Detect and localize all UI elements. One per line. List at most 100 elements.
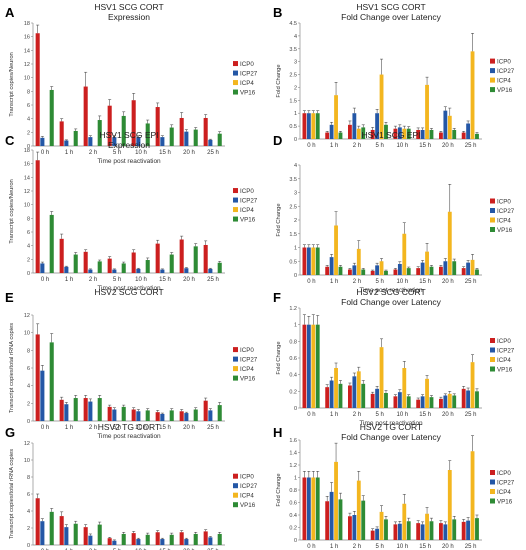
y-tick-label: 1 (294, 323, 297, 329)
bar-icp0 (302, 324, 307, 408)
panel-letter: F (273, 290, 281, 305)
x-axis-label: Time post reactivation (359, 287, 423, 294)
x-tick-label: 2 h (353, 544, 361, 550)
legend-label: VP16 (240, 90, 256, 97)
y-tick-label: 0 (294, 137, 297, 143)
bar-icp27 (112, 540, 117, 545)
bar-icp4 (447, 393, 452, 408)
y-tick-label: 2 (27, 257, 30, 263)
bar-vp16 (121, 263, 126, 273)
y-axis-label: Transcript copies/Neuron (9, 52, 15, 117)
legend-label: ICP0 (497, 470, 511, 477)
bar-icp0 (461, 388, 466, 408)
bar-icp27 (443, 261, 448, 275)
y-tick-label: 1.2 (289, 306, 297, 312)
bar-icp0 (155, 107, 160, 146)
legend-label: ICP4 (240, 493, 254, 500)
x-tick-label: 25 h (465, 544, 477, 550)
bar-icp27 (375, 113, 380, 139)
bar-vp16 (429, 521, 434, 540)
legend-label: ICP27 (497, 68, 515, 75)
y-tick-label: 2.5 (289, 73, 297, 79)
bar-icp27 (136, 411, 141, 421)
x-tick-label: 0 h (307, 544, 315, 550)
x-tick-label: 25 h (465, 279, 477, 285)
x-tick-label: 20 h (442, 412, 454, 418)
y-tick-label: 18 (24, 148, 30, 154)
y-tick-label: 4 (27, 117, 30, 123)
x-tick-label: 2 h (353, 279, 361, 285)
x-tick-label: 2 h (89, 277, 97, 283)
bar-icp0 (416, 268, 421, 275)
x-tick-label: 0 h (307, 279, 315, 285)
bar-vp16 (73, 254, 78, 273)
bar-icp4 (402, 368, 407, 408)
bar-icp0 (416, 523, 421, 540)
bar-icp27 (329, 124, 334, 139)
bar-icp0 (461, 268, 466, 275)
bar-vp16 (384, 270, 388, 275)
legend-swatch (490, 208, 495, 213)
x-tick-label: 5 h (375, 143, 383, 149)
y-tick-label: 0 (294, 273, 297, 279)
y-tick-label: 12 (24, 313, 30, 319)
chart-title: HSV2 SCG CORT (94, 287, 163, 297)
bar-vp16 (315, 324, 320, 408)
bar-vp16 (145, 534, 150, 545)
bar-vp16 (217, 262, 222, 273)
bar-icp0 (325, 132, 330, 139)
bar-icp0 (83, 86, 88, 146)
bar-vp16 (49, 214, 54, 273)
x-tick-label: 0 h (307, 143, 315, 149)
bar-icp0 (416, 399, 421, 408)
bar-vp16 (73, 130, 78, 146)
bar-icp0 (461, 132, 466, 139)
chart-title: HSV1 SCG CORT (356, 2, 425, 12)
y-tick-label: 14 (24, 175, 30, 181)
x-tick-label: 10 h (135, 277, 147, 283)
y-tick-label: 0.5 (289, 124, 297, 130)
x-tick-label: 5 h (113, 425, 121, 431)
bar-icp27 (88, 137, 93, 146)
y-tick-label: 6 (27, 230, 30, 236)
legend-label: ICP27 (240, 483, 258, 490)
bar-icp27 (88, 401, 93, 421)
y-tick-label: 0.2 (289, 526, 297, 532)
bar-icp27 (160, 269, 165, 273)
legend-swatch (233, 61, 238, 67)
bar-icp27 (397, 392, 402, 408)
bar-icp4 (334, 368, 338, 408)
bar-icp0 (370, 270, 375, 275)
bar-icp27 (208, 410, 213, 421)
x-tick-label: 5 h (375, 279, 383, 285)
bar-icp0 (393, 269, 398, 275)
y-tick-label: 4 (27, 384, 30, 390)
legend-swatch (233, 473, 238, 479)
bar-icp27 (88, 535, 93, 545)
y-tick-label: 12 (24, 62, 30, 68)
bar-vp16 (193, 409, 198, 421)
bar-icp4 (311, 324, 316, 408)
y-tick-label: 0.6 (289, 356, 297, 362)
bar-vp16 (97, 120, 102, 146)
y-tick-label: 0 (27, 543, 30, 549)
y-tick-label: 2 (294, 85, 297, 91)
bar-icp27 (40, 137, 45, 146)
bar-icp0 (131, 252, 136, 273)
y-tick-label: 0.5 (289, 259, 297, 265)
bar-icp27 (397, 127, 402, 139)
bar-vp16 (361, 500, 366, 540)
bar-vp16 (406, 128, 411, 139)
y-tick-label: 1 (294, 111, 297, 117)
bar-vp16 (384, 124, 388, 139)
legend-swatch (490, 470, 495, 475)
legend-label: ICP27 (240, 71, 258, 78)
y-tick-label: 10 (24, 76, 30, 82)
x-tick-label: 15 h (159, 277, 171, 283)
bar-icp27 (208, 268, 213, 273)
legend-swatch (490, 498, 495, 504)
bar-icp0 (107, 538, 112, 545)
bar-vp16 (121, 406, 126, 421)
bar-icp0 (107, 258, 112, 273)
